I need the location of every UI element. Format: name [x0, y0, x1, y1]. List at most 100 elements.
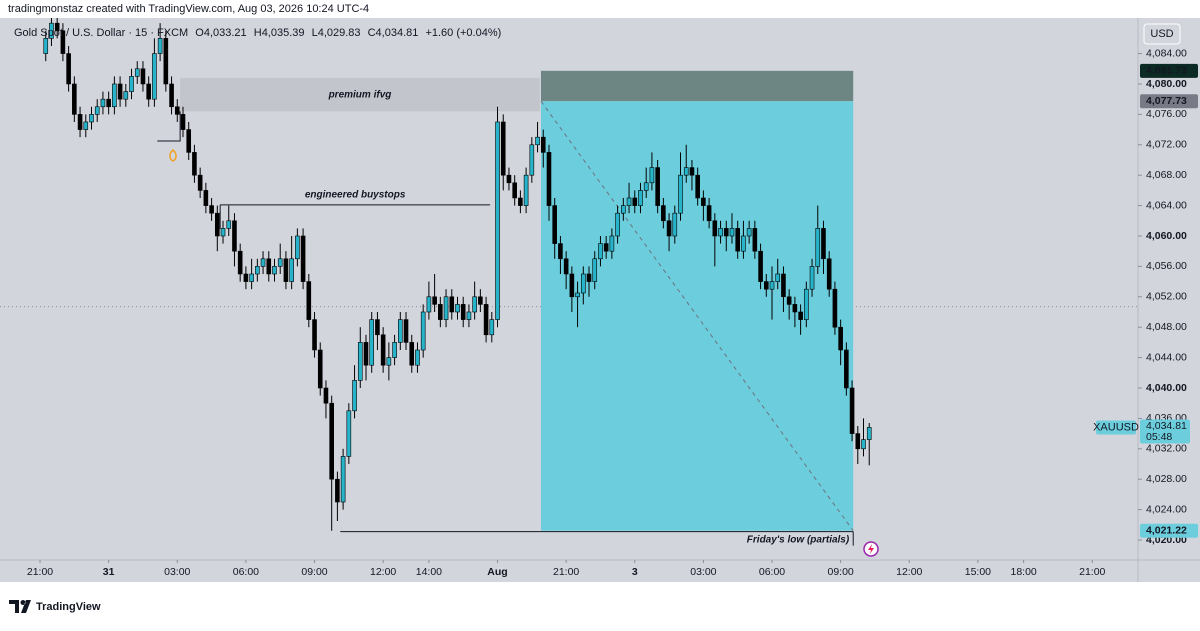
candle-body [54, 22, 60, 32]
candle-body [523, 174, 529, 206]
legend-key: O [195, 27, 204, 39]
candle-body [209, 205, 214, 214]
candle-body [746, 228, 752, 237]
candle-body [306, 281, 312, 320]
candle-body [649, 167, 655, 184]
x-tick-label: 03:00 [690, 566, 716, 578]
legend-change: +1.60 (+0.04%) [425, 27, 501, 39]
candle-body [655, 167, 660, 206]
candle-body [249, 273, 254, 282]
candle-body [266, 258, 272, 275]
candle-body [438, 304, 443, 320]
candle-body [386, 357, 392, 366]
logo-text: TradingView [36, 601, 101, 613]
candle-body [701, 197, 706, 206]
level-label: Friday's low (partials) [747, 534, 850, 545]
stop-zone [540, 70, 854, 102]
candle-body [60, 30, 66, 54]
candle-body [226, 220, 232, 229]
candle-body [838, 326, 843, 351]
candle-body [283, 258, 289, 282]
logo-icon [9, 600, 31, 613]
x-tick-label: 18:00 [1010, 566, 1036, 578]
candle-body [260, 258, 266, 267]
logo: TradingView [9, 600, 101, 613]
top-strip [0, 0, 1200, 18]
candle-body [134, 68, 140, 77]
currency-box[interactable] [1143, 23, 1181, 45]
candle-body [775, 273, 781, 282]
stop-price-label-box [1140, 63, 1198, 78]
candle-body [243, 273, 249, 282]
symbol-legend: Gold Spot / U.S. Dollar · 15 · FXCM O4,0… [14, 27, 501, 39]
candle-body [540, 136, 546, 153]
target-price-label-box [1140, 523, 1198, 538]
last-price-box [1140, 419, 1190, 444]
candle-body [844, 349, 849, 389]
candle-body [174, 106, 180, 115]
legend-key: H [254, 27, 262, 39]
candle-body [317, 349, 323, 389]
y-tick-label: 4,072.00 [1146, 139, 1187, 151]
x-tick-label: 12:00 [896, 566, 922, 578]
candle-body [861, 439, 866, 450]
candle-body [186, 129, 192, 153]
candle-body [483, 304, 489, 336]
y-tick-label: 4,064.00 [1146, 199, 1187, 211]
x-tick-label: 15:00 [965, 566, 991, 578]
candle-body [420, 311, 426, 351]
candle-body [638, 190, 643, 206]
candle-body [289, 258, 294, 282]
candle-body [180, 114, 186, 130]
candle-body [849, 387, 855, 434]
candle-body [609, 235, 615, 252]
entry-price-label-box [1140, 94, 1198, 109]
countdown: 05:48 [1146, 431, 1172, 443]
candle-body [643, 182, 649, 191]
zone-label: premium ifvg [328, 89, 392, 100]
candle-body [106, 98, 111, 108]
x-tick-label: 21:00 [1079, 566, 1105, 578]
target-price-label: 4,021.22 [1146, 525, 1187, 537]
legend-key: L [312, 27, 318, 39]
candle-body [689, 167, 695, 176]
candle-body [678, 174, 683, 214]
candle-body [129, 76, 134, 92]
candle-body [335, 478, 340, 503]
candle-body [169, 83, 174, 108]
x-tick-label: 14:00 [416, 566, 442, 578]
y-tick-label: 4,052.00 [1146, 291, 1187, 303]
candle-body [666, 220, 672, 237]
candle-body [352, 380, 357, 412]
candle-body [340, 456, 346, 503]
x-tick-label: 06:00 [759, 566, 785, 578]
candle-body [563, 258, 569, 275]
candle-body [112, 83, 117, 108]
candle-body [781, 273, 786, 298]
candle-body [529, 144, 535, 176]
candle-body [575, 292, 580, 298]
x-tick-label: 21:00 [553, 566, 579, 578]
plot-area: premium ifvg engineered buystops Friday's … [0, 18, 1138, 546]
candle-body [798, 311, 803, 320]
zone-bracket [157, 111, 181, 142]
stop-price-label: 4,081.73 [1146, 65, 1187, 77]
candle-body [558, 243, 563, 260]
candle-body [255, 266, 260, 275]
candle-body [615, 212, 620, 237]
y-tick-label: 4,068.00 [1146, 169, 1187, 181]
x-tick-label: 03:00 [164, 566, 190, 578]
candle-body [632, 197, 638, 206]
candle-body [272, 266, 277, 275]
symbol-name: Gold Spot / U.S. Dollar · 15 · FXCM [14, 27, 188, 39]
symbol-label: XAUUSD [1093, 421, 1139, 433]
candle-body [621, 205, 626, 214]
candle-body [398, 319, 403, 343]
candle-body [152, 53, 157, 100]
candle-body [455, 304, 460, 313]
candle-body [415, 349, 420, 366]
candle-body [489, 319, 495, 336]
candle-body [763, 281, 769, 290]
x-tick-label: 31 [103, 566, 115, 578]
